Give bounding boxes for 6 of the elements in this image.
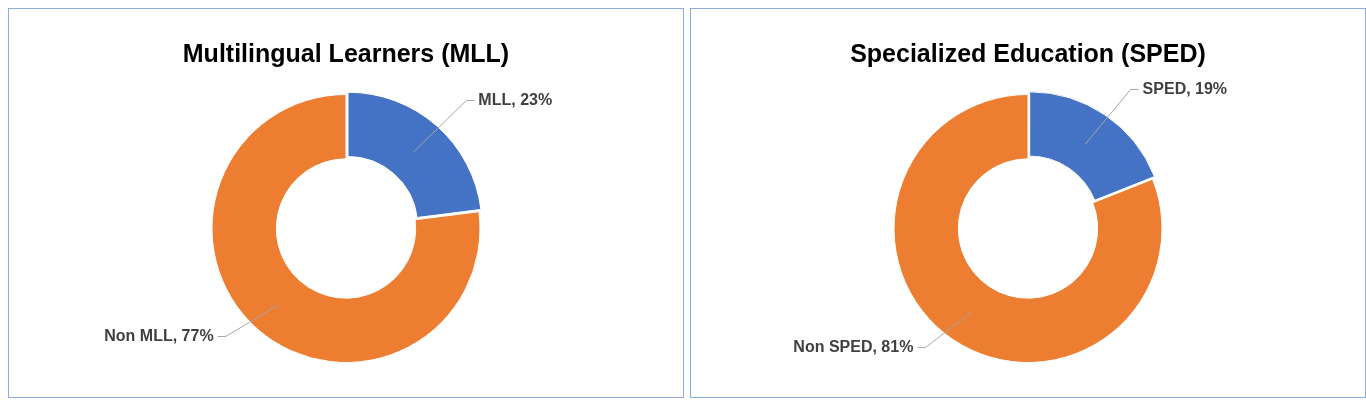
slice-label: MLL, 23%: [478, 90, 553, 108]
slice-label: Non MLL, 77%: [104, 326, 214, 344]
slice-label: Non SPED, 81%: [793, 338, 914, 356]
slice-label: SPED, 19%: [1142, 79, 1228, 97]
chart-title: Specialized Education (SPED): [849, 39, 1207, 68]
chart-title: Multilingual Learners (MLL): [181, 39, 511, 68]
